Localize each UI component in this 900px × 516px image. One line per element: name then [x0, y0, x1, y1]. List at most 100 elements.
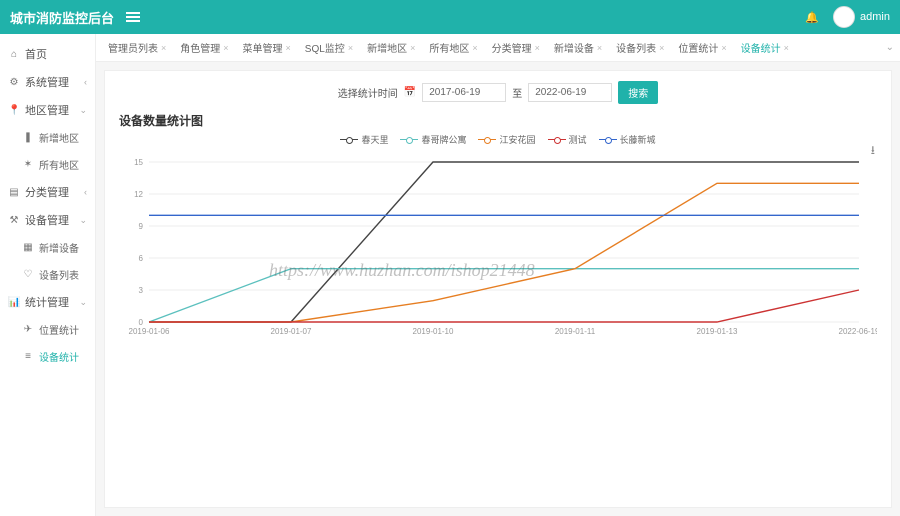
- sidebar-icon: 📊: [8, 297, 20, 308]
- tab-设备列表[interactable]: 设备列表×: [610, 36, 670, 59]
- sidebar-label: 新增地区: [39, 130, 79, 145]
- sidebar-label: 设备列表: [39, 267, 79, 282]
- sidebar-icon: ✶: [22, 159, 34, 170]
- legend-label: 测试: [569, 133, 587, 146]
- legend-item-江安花园[interactable]: 江安花园: [478, 133, 535, 146]
- sidebar-item-所有地区[interactable]: ✶所有地区: [0, 151, 95, 178]
- sidebar-icon: ≡: [22, 351, 34, 362]
- close-icon[interactable]: ×: [659, 43, 664, 53]
- sidebar-icon: ⚙: [8, 77, 20, 88]
- sidebar-item-位置统计[interactable]: ✈位置统计: [0, 316, 95, 343]
- sidebar-icon: ♡: [22, 269, 34, 280]
- close-icon[interactable]: ×: [535, 43, 540, 53]
- close-icon[interactable]: ×: [286, 43, 291, 53]
- tab-label: 分类管理: [492, 40, 532, 55]
- sidebar-icon: ▦: [22, 242, 34, 253]
- legend-marker: [340, 139, 358, 140]
- series-测试: [149, 290, 859, 322]
- username-label[interactable]: admin: [860, 11, 890, 23]
- sidebar-label: 新增设备: [39, 240, 79, 255]
- date-start-input[interactable]: [422, 83, 506, 102]
- legend-marker: [548, 139, 566, 140]
- close-icon[interactable]: ×: [721, 43, 726, 53]
- tab-分类管理[interactable]: 分类管理×: [486, 36, 546, 59]
- chart-title: 设备数量统计图: [119, 112, 877, 129]
- sidebar-icon: ❚: [22, 132, 34, 143]
- sidebar-item-分类管理[interactable]: ▤分类管理‹: [0, 178, 95, 206]
- tab-label: 新增设备: [554, 40, 594, 55]
- filter-bar: 选择统计时间 📅 至 搜索: [119, 81, 877, 104]
- sidebar-item-设备统计[interactable]: ≡ 设备统计: [0, 343, 95, 370]
- tab-SQL监控[interactable]: SQL监控×: [299, 36, 359, 59]
- svg-text:3: 3: [139, 286, 144, 295]
- chart-legend: 春天里 春哥牌公寓江安花园 测试 长藤新城: [119, 133, 877, 146]
- legend-label: 长藤新城: [620, 133, 656, 146]
- sidebar-icon: ⚒: [8, 215, 20, 226]
- sidebar-item-新增设备[interactable]: ▦ 新增设备: [0, 234, 95, 261]
- sidebar-item-新增地区[interactable]: ❚ 新增地区: [0, 124, 95, 151]
- close-icon[interactable]: ×: [348, 43, 353, 53]
- tab-label: 设备统计: [741, 40, 781, 55]
- chevron-icon: ⌄: [79, 105, 87, 116]
- top-bar: 城市消防监控后台 🔔 admin: [0, 0, 900, 34]
- svg-text:2019-01-07: 2019-01-07: [271, 327, 312, 336]
- svg-text:2019-01-10: 2019-01-10: [413, 327, 454, 336]
- legend-item-长藤新城[interactable]: 长藤新城: [599, 133, 656, 146]
- legend-marker: [478, 139, 496, 140]
- legend-label: 春哥牌公寓: [421, 133, 466, 146]
- close-icon[interactable]: ×: [472, 43, 477, 53]
- close-icon[interactable]: ×: [784, 43, 789, 53]
- tab-位置统计[interactable]: 位置统计×: [672, 36, 732, 59]
- tab-管理员列表[interactable]: 管理员列表×: [102, 36, 172, 59]
- brand-title: 城市消防监控后台: [10, 8, 114, 27]
- calendar-icon[interactable]: 📅: [404, 87, 416, 98]
- sidebar-label: 位置统计: [39, 322, 79, 337]
- tab-label: 管理员列表: [108, 40, 158, 55]
- legend-item-春天里[interactable]: 春天里: [340, 133, 388, 146]
- svg-text:2022-06-19: 2022-06-19: [839, 327, 877, 336]
- sidebar-icon: ▤: [8, 187, 20, 198]
- bell-icon[interactable]: 🔔: [805, 11, 819, 24]
- tab-新增设备[interactable]: 新增设备×: [548, 36, 608, 59]
- date-end-input[interactable]: [528, 83, 612, 102]
- avatar[interactable]: [833, 6, 855, 28]
- legend-marker: [400, 139, 418, 140]
- sidebar-label: 设备管理: [25, 212, 69, 228]
- close-icon[interactable]: ×: [597, 43, 602, 53]
- sidebar-item-设备管理[interactable]: ⚒设备管理⌄: [0, 206, 95, 234]
- sidebar-item-统计管理[interactable]: 📊统计管理⌄: [0, 288, 95, 316]
- svg-text:2019-01-11: 2019-01-11: [555, 327, 596, 336]
- legend-marker: [599, 139, 617, 140]
- close-icon[interactable]: ×: [223, 43, 228, 53]
- sidebar-item-系统管理[interactable]: ⚙系统管理‹: [0, 68, 95, 96]
- sidebar-label: 设备统计: [39, 349, 79, 364]
- svg-text:9: 9: [139, 222, 144, 231]
- close-icon[interactable]: ×: [161, 43, 166, 53]
- chevron-icon: ‹: [84, 187, 87, 197]
- legend-item-春哥牌公寓[interactable]: 春哥牌公寓: [400, 133, 466, 146]
- main-panel: 选择统计时间 📅 至 搜索 设备数量统计图 ⭳ 春天里春哥牌公寓江安花园测试长藤…: [104, 70, 892, 508]
- tab-菜单管理[interactable]: 菜单管理×: [237, 36, 297, 59]
- svg-text:2019-01-13: 2019-01-13: [697, 327, 738, 336]
- sidebar-item-地区管理[interactable]: 📍 地区管理 ⌄: [0, 96, 95, 124]
- sidebar-icon: 📍: [8, 105, 20, 116]
- sidebar-item-设备列表[interactable]: ♡ 设备列表: [0, 261, 95, 288]
- chevron-icon: ‹: [84, 77, 87, 87]
- tab-所有地区[interactable]: 所有地区×: [423, 36, 483, 59]
- tab-label: 位置统计: [678, 40, 718, 55]
- svg-text:2019-01-06: 2019-01-06: [129, 327, 170, 336]
- search-button[interactable]: 搜索: [618, 81, 658, 104]
- menu-toggle-icon[interactable]: [126, 12, 140, 22]
- tab-角色管理[interactable]: 角色管理×: [174, 36, 234, 59]
- date-separator: 至: [512, 85, 522, 100]
- legend-item-测试[interactable]: 测试: [548, 133, 587, 146]
- sidebar-item-首页[interactable]: ⌂首页: [0, 40, 95, 68]
- tab-label: 新增地区: [367, 40, 407, 55]
- close-icon[interactable]: ×: [410, 43, 415, 53]
- tabs-more-icon[interactable]: ⌄: [886, 42, 894, 53]
- sidebar-label: 地区管理: [25, 102, 69, 118]
- tab-设备统计[interactable]: 设备统计×: [735, 36, 795, 59]
- tab-新增地区[interactable]: 新增地区×: [361, 36, 421, 59]
- chevron-icon: ⌄: [79, 297, 87, 308]
- tab-label: 设备列表: [616, 40, 656, 55]
